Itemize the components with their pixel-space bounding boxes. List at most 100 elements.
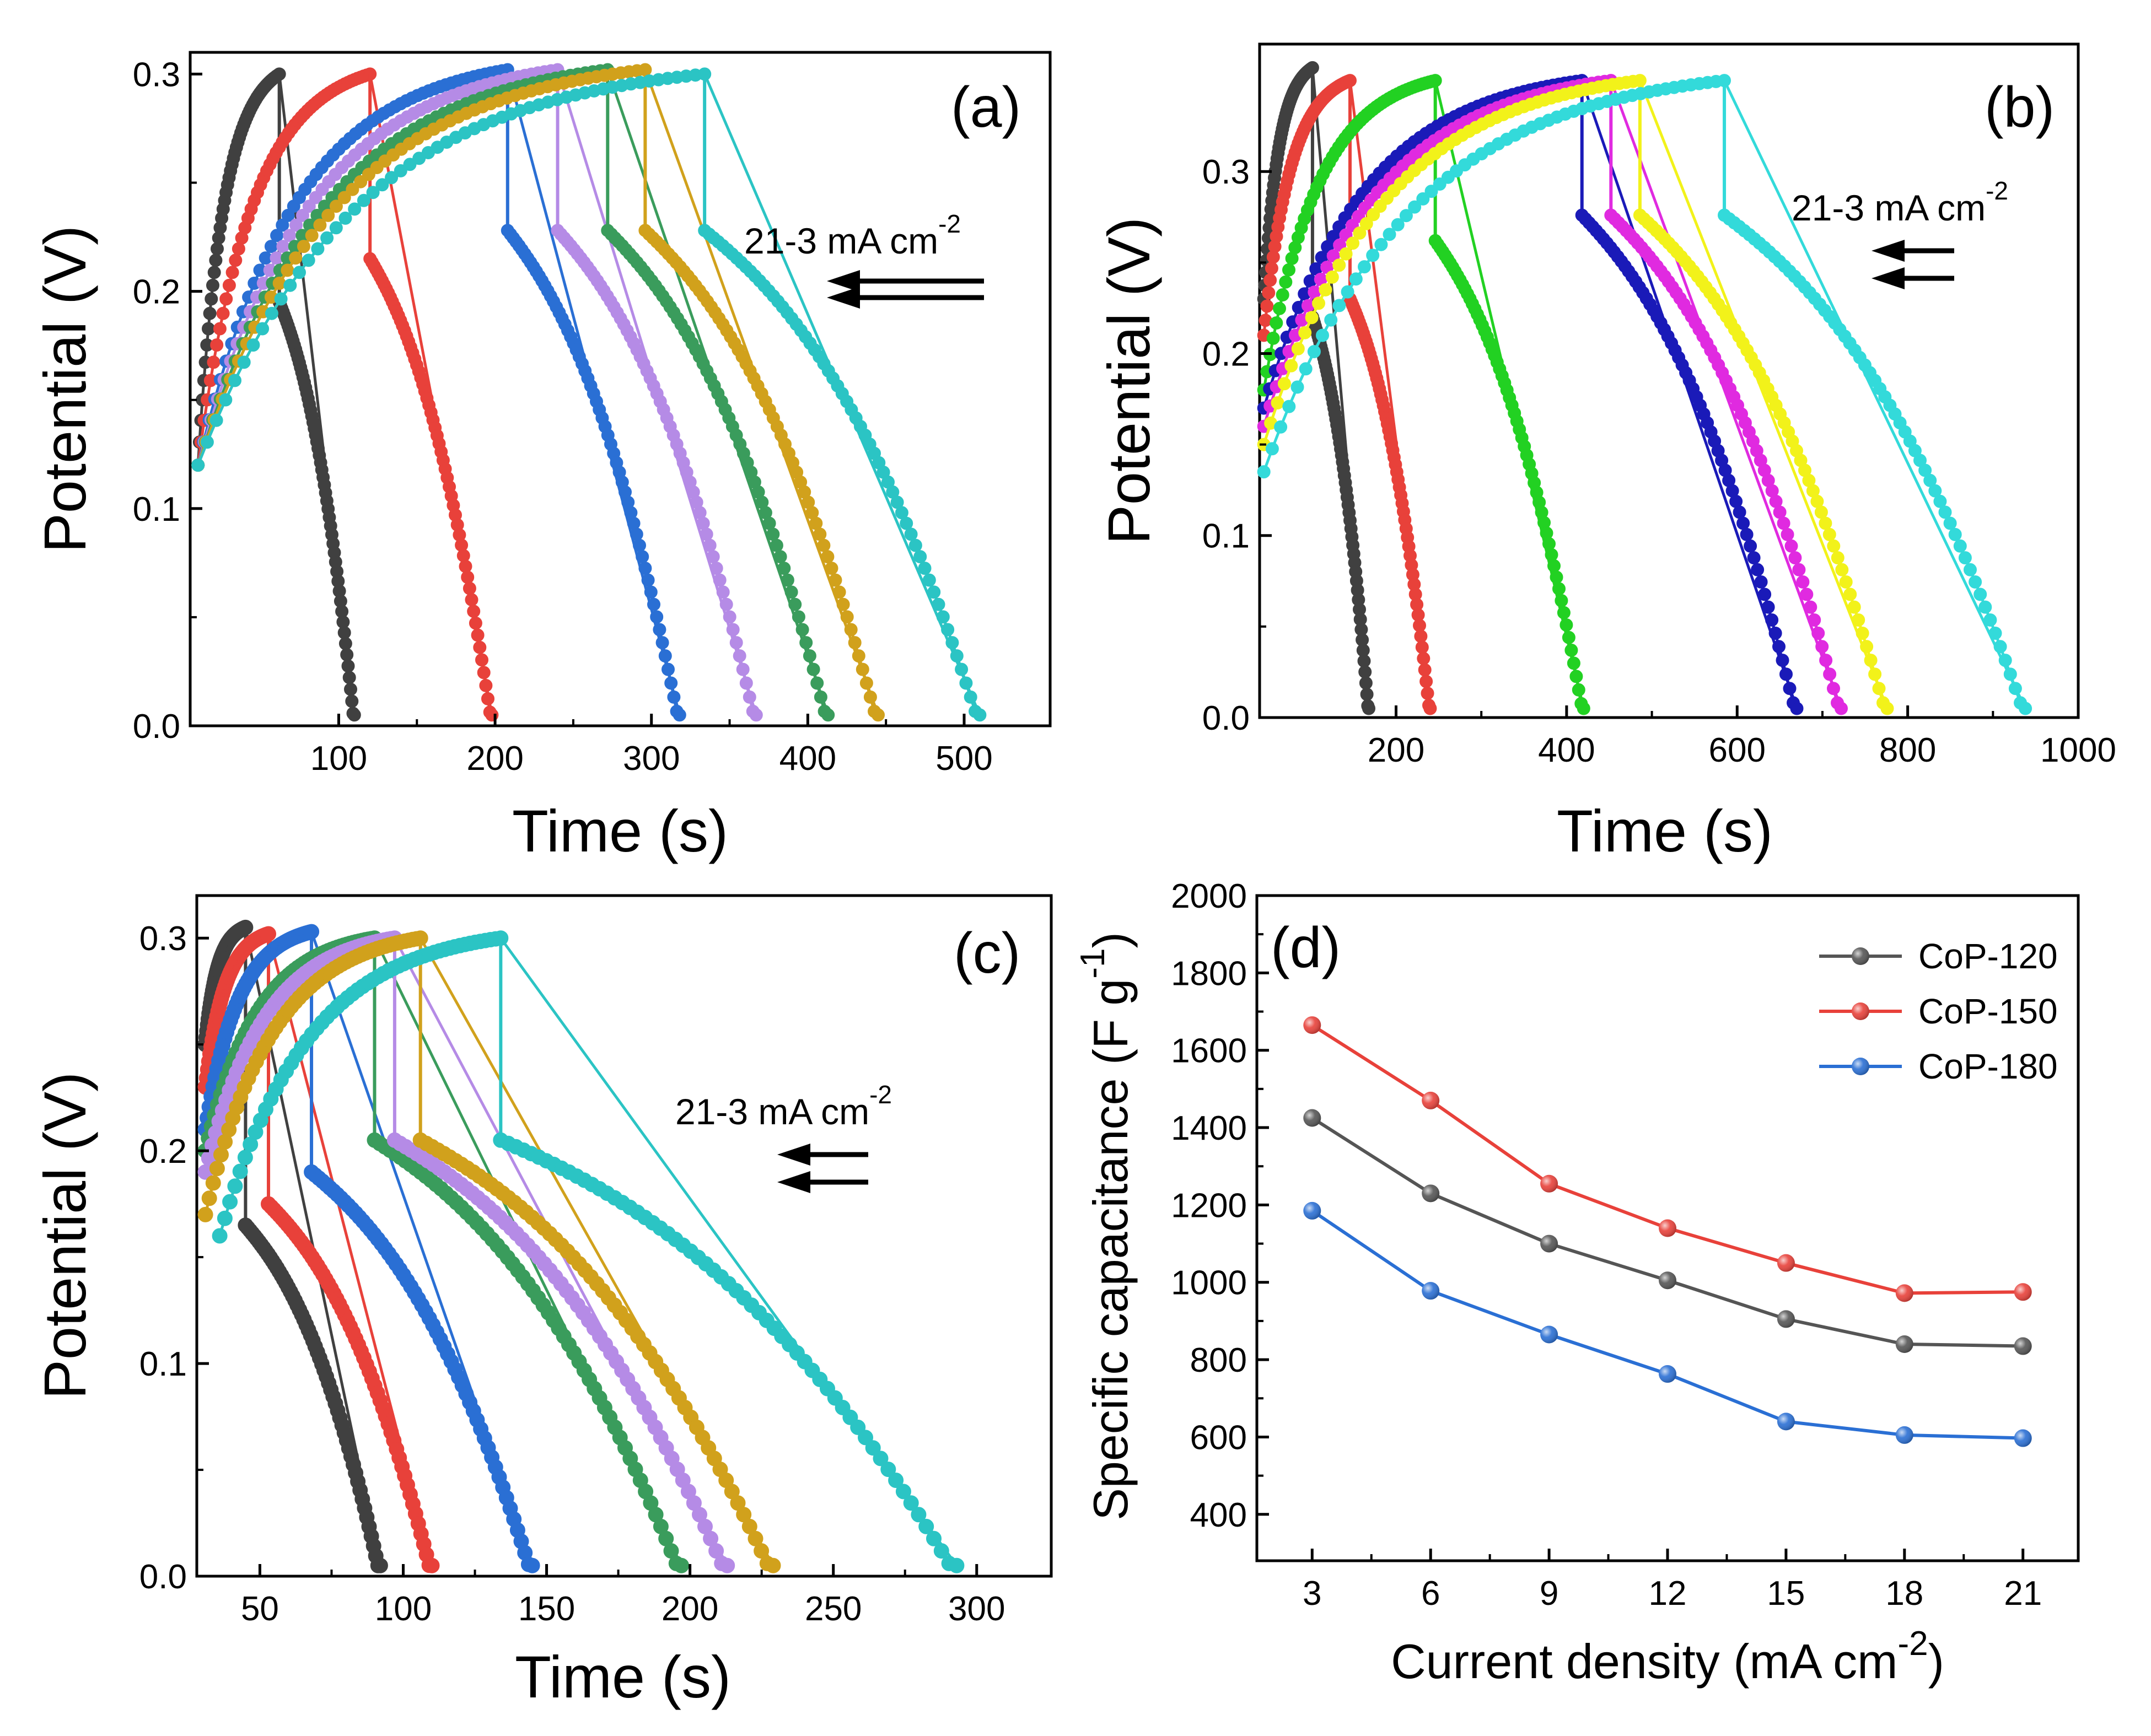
point-b-6-2	[1274, 420, 1288, 434]
point-c-6-4	[232, 1163, 248, 1179]
point-a-6-15	[329, 221, 343, 235]
point-a-5-12	[289, 251, 303, 265]
arrows-icon-b	[1872, 240, 1954, 289]
point-a-6-23	[403, 158, 417, 171]
x-tick-label-b-4: 1000	[2040, 731, 2116, 769]
point-b-0-114	[1360, 687, 1374, 701]
arrow-note-c: 21-3 mA cm-2	[675, 1080, 892, 1132]
point-c-6-109	[895, 1484, 911, 1500]
point-b-6-18	[1408, 200, 1422, 214]
point-b-4-113	[1823, 667, 1837, 681]
legend-label-0: CoP-120	[1918, 936, 2058, 976]
point-a-6-22	[394, 164, 407, 177]
curves-b	[1257, 61, 2032, 715]
point-a-2-112	[662, 662, 675, 676]
x-tick-label-d-6: 21	[2004, 1575, 2042, 1613]
point-b-1-1	[1259, 314, 1272, 327]
point-b-2-112	[1567, 656, 1580, 670]
point-b-4-116	[1835, 702, 1848, 715]
point-b-6-104	[1958, 551, 1972, 565]
point-a-5-106	[832, 585, 846, 599]
point-b-4-106	[1796, 575, 1810, 589]
point-a-0-112	[342, 671, 356, 684]
point-a-6-4	[228, 374, 241, 387]
point-b-5-12	[1339, 247, 1353, 261]
point-c-6-1	[217, 1210, 233, 1226]
point-b-4-101	[1777, 516, 1790, 530]
point-b-6-109	[1983, 613, 1997, 627]
x-tick-label-c-0: 50	[241, 1590, 279, 1628]
point-shade-d-0-3	[1659, 1271, 1676, 1290]
point-b-6-4	[1290, 380, 1304, 394]
point-b-2-116	[1577, 702, 1590, 715]
point-b-6-112	[1998, 654, 2012, 667]
y-tick-label-b-1: 0.1	[1202, 517, 1250, 556]
point-a-2-109	[653, 623, 666, 637]
x-axis-label-d: Current density (mA cm-2)	[1391, 1625, 1944, 1689]
point-c-2-116	[524, 1557, 540, 1573]
point-b-4-114	[1827, 682, 1840, 696]
point-a-2-15	[276, 218, 289, 232]
y-axis-label-a: Potential (V)	[31, 225, 98, 553]
point-c-6-111	[911, 1507, 927, 1523]
point-a-3-100	[696, 516, 710, 530]
point-a-1-112	[477, 666, 491, 680]
x-tick-label-b-0: 200	[1368, 731, 1424, 769]
legend-marker-shade-1	[1852, 1002, 1869, 1020]
point-a-6-5	[237, 355, 251, 369]
point-c-5-113	[748, 1530, 763, 1546]
point-a-0-13	[211, 242, 224, 256]
series-b-3	[1257, 74, 1804, 715]
point-b-2-104	[1547, 559, 1561, 573]
point-a-6-21	[385, 171, 399, 185]
point-a-2-111	[658, 649, 672, 663]
point-b-3-112	[1776, 654, 1789, 667]
point-b-5-104	[1831, 551, 1845, 565]
point-a-4-103	[773, 550, 787, 564]
point-c-6-108	[888, 1473, 904, 1488]
point-b-4-112	[1819, 654, 1833, 667]
point-a-1-107	[467, 605, 481, 618]
y-tick-label-d-3: 1000	[1171, 1264, 1247, 1302]
point-b-2-107	[1555, 594, 1568, 607]
plot-frame-a	[189, 51, 1052, 727]
point-b-3-113	[1779, 667, 1793, 681]
point-b-2-101	[1540, 526, 1553, 540]
series-line-c-6	[218, 934, 960, 1568]
point-b-3-108	[1761, 600, 1775, 614]
point-b-2-6	[1276, 288, 1289, 301]
x-tick-label-c-4: 250	[805, 1590, 862, 1628]
point-b-6-6	[1307, 345, 1321, 358]
ticks-d: 3 6 9 12 15 18 21 400 600 800 1000 1200 1400 1600 1800…	[1171, 877, 2042, 1613]
series-d-CoP-180	[1303, 1201, 2032, 1447]
point-b-6-107	[1973, 587, 1987, 601]
point-shade-d-0-2	[1540, 1234, 1558, 1253]
point-b-5-15	[1359, 217, 1373, 230]
point-a-6-6	[246, 338, 260, 352]
point-b-3-109	[1765, 613, 1779, 627]
y-tick-label-a-2: 0.2	[133, 273, 180, 311]
point-a-0-116	[347, 708, 361, 722]
point-b-2-110	[1562, 630, 1575, 644]
point-a-5-109	[844, 623, 858, 637]
legend-marker-shade-0	[1852, 947, 1869, 965]
series-b-5	[1257, 74, 1894, 715]
point-b-4-8	[1308, 285, 1321, 299]
point-b-4-102	[1781, 527, 1794, 541]
legend-item-2: CoP-180	[1819, 1047, 2058, 1086]
point-a-6-107	[932, 597, 945, 611]
point-a-0-7	[202, 322, 215, 336]
y-tick-label-d-8: 2000	[1171, 877, 1247, 915]
point-shade-d-1-1	[1422, 1091, 1440, 1109]
y-tick-label-a-3: 0.3	[133, 56, 180, 94]
point-b-5-113	[1868, 667, 1882, 681]
point-b-2-108	[1557, 606, 1571, 619]
panel-label-c: (c)	[954, 921, 1020, 985]
x-tick-label-d-4: 15	[1767, 1575, 1805, 1613]
point-b-5-112	[1864, 654, 1878, 667]
point-a-0-108	[337, 626, 351, 639]
point-b-3-104	[1747, 551, 1761, 565]
point-c-6-5	[237, 1150, 253, 1166]
point-b-5-100	[1814, 505, 1828, 519]
point-b-1-3	[1262, 286, 1276, 300]
